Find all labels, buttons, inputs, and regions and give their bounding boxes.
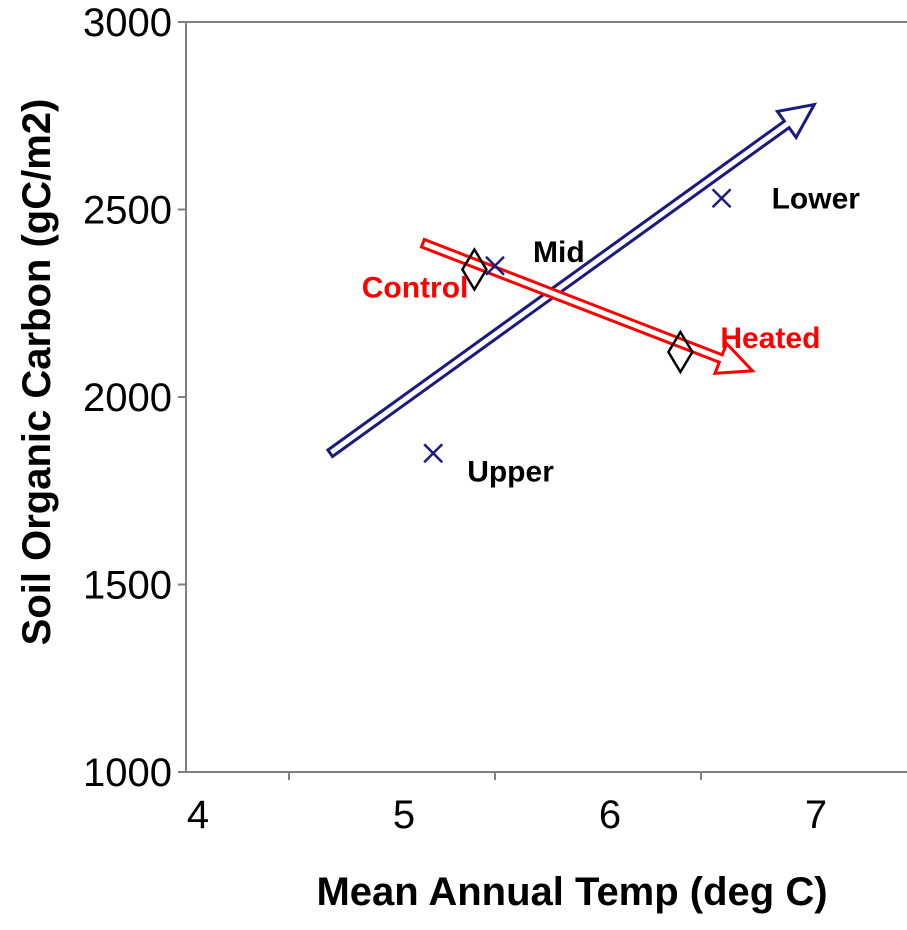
y-tick-label: 3000 <box>83 1 172 45</box>
y-tick-label: 1500 <box>83 564 172 608</box>
x-marker-stroke <box>711 188 732 209</box>
x-marker <box>485 255 505 276</box>
point-label-control: Control <box>362 272 469 305</box>
point-labels: Upper Mid Lower Control Heated <box>362 182 861 488</box>
y-tick-label: 2500 <box>83 189 172 233</box>
point-label-heated: Heated <box>720 322 820 355</box>
x-tick-label: 4 <box>187 793 209 837</box>
y-tick-label: 2000 <box>83 376 172 420</box>
diamond-marker <box>460 247 488 292</box>
red-trend-arrow <box>419 237 756 376</box>
y-axis-title: Soil Organic Carbon (gC/m2) <box>15 99 59 646</box>
x-marker-stroke <box>423 443 444 464</box>
diamond-marker <box>666 329 694 375</box>
x-marker <box>423 443 444 464</box>
trend-arrows <box>325 102 818 459</box>
x-axis-title: Mean Annual Temp (deg C) <box>316 870 827 914</box>
y-ticks: 1000 1500 2000 2500 3000 <box>83 1 186 795</box>
x-tick-label: 7 <box>805 793 827 837</box>
point-label-lower: Lower <box>772 182 861 215</box>
blue-trend-arrow <box>325 102 818 459</box>
y-tick-label: 1000 <box>83 751 172 795</box>
x-ticks: 4 5 6 7 <box>187 772 827 837</box>
x-tick-label: 5 <box>393 793 415 837</box>
x-marker-stroke <box>485 255 505 276</box>
point-label-upper: Upper <box>467 455 554 488</box>
data-points <box>423 188 732 464</box>
point-label-mid: Mid <box>533 236 585 269</box>
x-marker <box>711 188 732 209</box>
x-tick-label: 6 <box>599 793 621 837</box>
